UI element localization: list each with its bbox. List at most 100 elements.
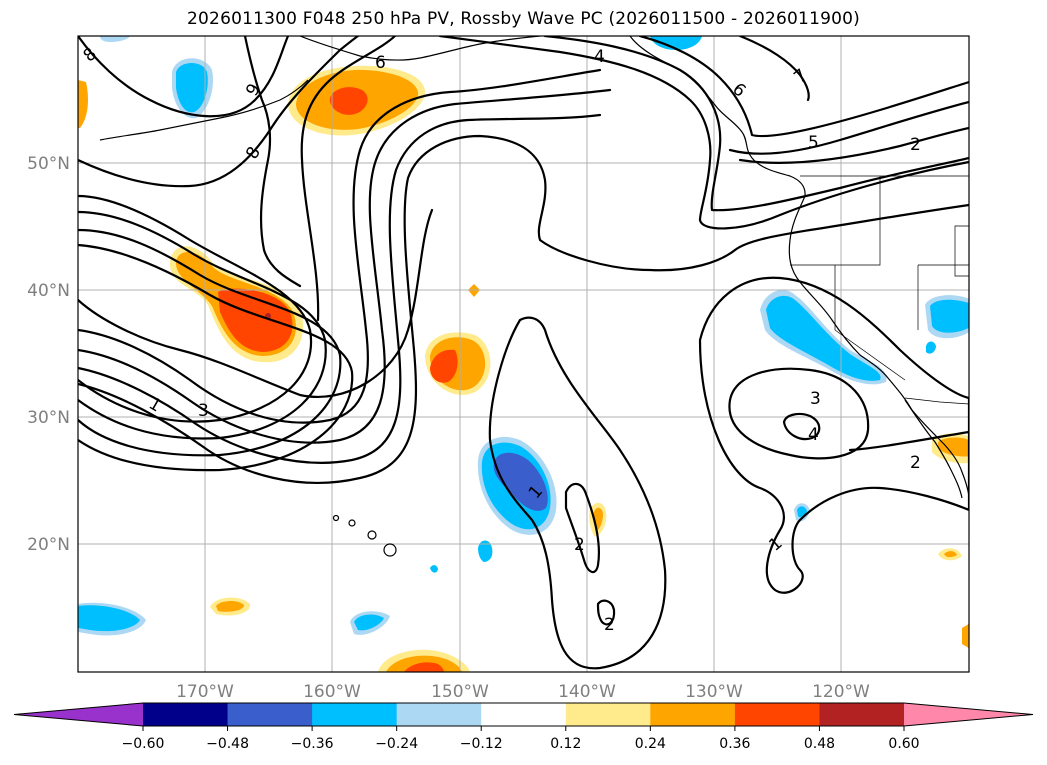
contour-c [78, 228, 342, 457]
contour-7 [738, 36, 810, 102]
colorbar-tick-label: 0.60 [888, 736, 919, 752]
positive-anomaly-mexico-core [944, 551, 957, 558]
colorbar-segment [650, 703, 736, 726]
negative-anomaly-nevada-mid [930, 299, 969, 333]
lon-label: 130°W [685, 682, 743, 702]
positive-anomaly-nw-edge [78, 80, 88, 128]
contour-label: 4 [594, 47, 605, 67]
contour-2b [738, 126, 969, 164]
contour-6 [300, 36, 397, 322]
map-area: 8 9 8 6 4 7 6 5 2 1 3 3 4 2 1 2 1 2 [78, 36, 969, 672]
north-america-coast [629, 36, 969, 497]
negative-anomaly-small-2 [478, 540, 493, 562]
colorbar-tick-label: −0.60 [122, 736, 165, 752]
contour-east-4 [782, 412, 821, 441]
positive-anomaly-sw-small-mid [216, 600, 244, 612]
alaska-coast [299, 36, 541, 61]
contour-label: 8 [80, 44, 101, 66]
colorbar-tick-label: 0.12 [550, 736, 581, 752]
contour-6b [638, 36, 969, 138]
coastlines [99, 36, 969, 557]
colorbar-tick-label: −0.36 [291, 736, 334, 752]
colorbar-segment [734, 703, 820, 726]
aleutian-chain [99, 79, 309, 141]
negative-anomaly-hawaii-core [493, 452, 548, 511]
map-frame [77, 35, 970, 673]
map-title: 2026011300 F048 250 hPa PV, Rossby Wave … [187, 9, 860, 29]
colorbar-segment [565, 703, 651, 726]
positive-anomaly-aleutian-core [329, 87, 368, 115]
lon-label: 160°W [303, 682, 361, 702]
colorbar-segment [143, 703, 229, 726]
contour-label: 4 [808, 425, 819, 445]
negative-anomaly-small-3 [430, 565, 438, 573]
hawaii-island-oahu [348, 519, 356, 527]
contour-label: 2 [574, 535, 585, 555]
contour-label: 2 [910, 453, 921, 473]
colorbar-extend-max [904, 703, 1033, 726]
lon-label: 140°W [558, 682, 616, 702]
lat-label: 30°N [27, 408, 70, 428]
colorbar: −0.60 −0.48 −0.36 −0.24 −0.12 0.12 0.24 0.36 0.4… [13, 702, 1034, 752]
hawaii-island-maui [367, 530, 377, 540]
lat-label: 20°N [27, 535, 70, 555]
lon-label: 150°W [431, 682, 489, 702]
contour-east-1 [698, 276, 969, 594]
colorbar-tick-label: −0.12 [460, 736, 503, 752]
contour-3 [543, 36, 969, 212]
contour-label: 2 [910, 135, 921, 155]
colorbar-tick-label: 0.48 [804, 736, 835, 752]
hawaii-island-kauai [332, 514, 340, 522]
contour-1 [78, 134, 969, 484]
contour-label: 7 [790, 65, 811, 87]
contour-e [78, 68, 602, 424]
negative-anomaly-top [650, 36, 702, 50]
contour-2 [78, 208, 434, 398]
contour-5 [728, 100, 969, 155]
lon-label: 120°W [812, 682, 870, 702]
lon-label: 170°W [176, 682, 234, 702]
colorbar-segment [227, 703, 313, 726]
colorbar-segment [312, 703, 398, 726]
contour-label: 6 [728, 79, 749, 101]
contour-east-2 [848, 430, 969, 452]
negative-anomaly-top-left [100, 36, 130, 42]
hawaii-island-big [383, 543, 397, 557]
lat-label: 50°N [27, 154, 70, 174]
contour-central-1 [488, 316, 667, 670]
contour-g [78, 113, 602, 464]
longitude-labels: 170°W 160°W 150°W 140°W 130°W 120°W [176, 682, 870, 702]
contour-label: 6 [375, 53, 386, 73]
contour-8b [243, 36, 302, 288]
colorbar-tick-label: −0.48 [206, 736, 249, 752]
contour-f [78, 88, 612, 444]
mexico-border [904, 397, 969, 405]
contour-central-2 [564, 482, 600, 574]
baja-coast [904, 399, 963, 499]
contour-east-3 [728, 367, 870, 460]
contour-central-3 [596, 599, 616, 626]
pv-anomaly-shading [78, 36, 969, 672]
colorbar-segment [481, 703, 567, 726]
contour-a [78, 194, 313, 423]
contour-label: 2 [604, 615, 615, 635]
contour-9 [78, 36, 290, 118]
colorbar-tick-label: −0.24 [375, 736, 418, 752]
positive-anomaly-se-corner [962, 623, 969, 649]
colorbar-segment [819, 703, 905, 726]
contour-label: 5 [808, 133, 819, 153]
colorbar-tick-label: 0.36 [719, 736, 750, 752]
colorbar-tick-label: 0.24 [635, 736, 666, 752]
contour-8 [78, 36, 360, 188]
positive-anomaly-south-core [404, 662, 444, 672]
contour-d [78, 243, 354, 472]
colorbar-extend-min [14, 703, 143, 726]
negative-anomaly-nw-mid [176, 63, 208, 113]
latitude-labels: 50°N 40°N 30°N 20°N [27, 154, 70, 555]
colorbar-segment [396, 703, 482, 726]
negative-anomaly-california-mid [766, 295, 881, 381]
contour-label: 3 [810, 389, 821, 409]
positive-anomaly-baja-mid [938, 437, 969, 457]
pv-contours [78, 36, 969, 670]
